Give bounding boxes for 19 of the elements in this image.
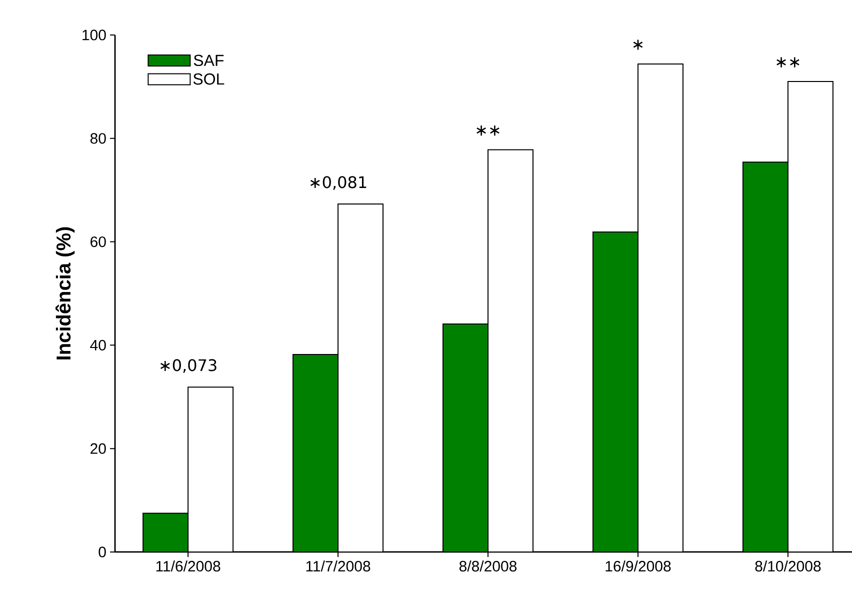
x-tick-label: 11/7/2008 — [306, 560, 370, 572]
x-tick-label: 16/9/2008 — [606, 560, 671, 572]
annotation: ∗0,073 — [160, 359, 216, 373]
y-tick-label: 0 — [98, 546, 106, 558]
y-tick-label: 40 — [90, 340, 106, 350]
y-tick-label: 20 — [90, 443, 106, 454]
y-tick-label: 80 — [90, 133, 106, 144]
x-tick-label: 8/8/2008 — [459, 560, 517, 572]
x-tick-label: 11/6/2008 — [156, 560, 220, 572]
x-tick-label: 8/10/2008 — [755, 560, 821, 572]
annotation: ∗ — [633, 40, 643, 50]
legend-label: SAF — [194, 54, 224, 66]
y-axis-title: Incidência (%) — [56, 227, 75, 360]
y-tick-label: 100 — [82, 30, 106, 40]
y-tick-label: 60 — [90, 236, 106, 248]
annotation: ∗∗ — [776, 57, 800, 68]
annotation: ∗∗ — [476, 126, 500, 136]
legend-label: SOL — [193, 73, 224, 85]
annotation: ∗0,081 — [310, 176, 366, 190]
